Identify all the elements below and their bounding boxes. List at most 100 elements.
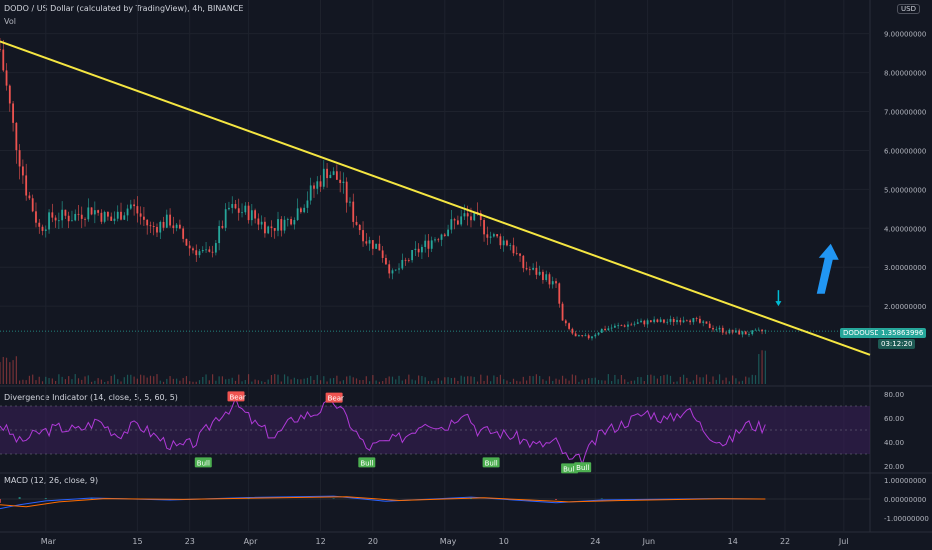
volume-bar	[372, 375, 374, 384]
volume-bar	[758, 354, 760, 384]
volume-bar	[643, 381, 645, 384]
volume-bar	[355, 378, 358, 384]
volume-bar	[19, 380, 21, 384]
volume-bar	[408, 374, 410, 384]
candle	[371, 240, 374, 249]
volume-bar	[548, 376, 551, 384]
candle	[74, 213, 77, 221]
volume-bar	[9, 362, 11, 384]
candle	[381, 250, 384, 258]
y-tick-label: 7.00000000	[884, 109, 926, 117]
divergence-label: Bear	[229, 393, 245, 401]
volume-bar	[349, 375, 351, 384]
y-tick-label: 5.00000000	[884, 186, 926, 194]
candle	[744, 331, 747, 335]
volume-bar	[303, 378, 305, 384]
x-tick-label: 12	[316, 537, 326, 546]
volume-bar	[682, 374, 685, 384]
candle	[535, 267, 538, 275]
candle	[738, 330, 741, 335]
candle	[682, 320, 685, 323]
candle	[293, 220, 296, 225]
candle	[113, 218, 116, 221]
candle	[313, 185, 315, 189]
volume-bar	[293, 377, 295, 384]
y-tick-label: 2.00000000	[884, 303, 926, 311]
x-tick-label: 14	[728, 537, 738, 546]
volume-bar	[264, 381, 266, 384]
divergence-label: Bull	[197, 459, 210, 467]
volume-bar	[166, 378, 168, 384]
volume-bar	[365, 376, 367, 384]
x-tick-label: Apr	[244, 537, 259, 546]
y-tick-label: 4.00000000	[884, 225, 926, 233]
candle	[146, 219, 149, 226]
volume-bar	[231, 377, 233, 384]
volume-bar	[454, 377, 456, 384]
volume-bar	[306, 377, 309, 384]
volume-bar	[509, 381, 511, 384]
volume-bar	[159, 380, 161, 384]
volume-bar	[336, 375, 338, 384]
volume-bar	[565, 378, 567, 384]
volume-bar	[535, 374, 537, 384]
countdown-badge: 03:12:20	[878, 339, 916, 349]
divergence-label: Bull	[576, 464, 589, 472]
volume-bar	[149, 375, 152, 384]
candle	[303, 207, 306, 213]
volume-bar	[503, 379, 505, 384]
candle	[555, 281, 557, 284]
candle	[44, 229, 47, 231]
candle	[430, 240, 433, 249]
volume-bar	[319, 380, 322, 384]
volume-bar	[215, 380, 217, 384]
candle	[165, 214, 168, 228]
candle	[705, 321, 708, 324]
volume-bar	[208, 380, 210, 384]
candle	[375, 243, 378, 249]
volume-bar	[195, 381, 197, 384]
candle	[663, 319, 665, 323]
volume-bar	[94, 380, 96, 384]
volume-bar	[51, 378, 53, 384]
volume-bar	[55, 380, 57, 384]
volume-bar	[735, 378, 737, 384]
candle	[489, 236, 492, 238]
candle	[715, 329, 718, 331]
candle	[61, 209, 64, 221]
candle	[548, 274, 551, 285]
candle	[584, 335, 587, 337]
candle	[198, 251, 201, 256]
candle	[185, 238, 188, 246]
candle	[391, 270, 394, 274]
volume-bar	[418, 375, 420, 384]
candle	[123, 215, 126, 220]
volume-bar	[663, 375, 665, 384]
volume-bar	[38, 376, 40, 384]
macd-histogram-bar	[332, 498, 335, 499]
volume-bar	[679, 376, 681, 384]
y-tick-label: -1.00000000	[884, 515, 929, 523]
divergence-label: Bull	[360, 459, 373, 467]
volume-bar	[104, 381, 106, 384]
currency-button[interactable]: USD	[897, 4, 920, 14]
volume-bar	[100, 379, 102, 384]
volume-bar	[211, 374, 214, 384]
volume-bar	[516, 380, 518, 384]
candle	[453, 219, 456, 221]
volume-bar	[205, 374, 207, 384]
candle	[67, 215, 70, 222]
volume-bar	[728, 381, 730, 384]
volume-bar	[385, 378, 387, 384]
volume-bar	[172, 378, 174, 384]
volume-bar	[107, 381, 109, 384]
volume-bar	[676, 381, 678, 384]
divergence-label-box	[194, 457, 212, 468]
volume-bar	[110, 375, 112, 384]
volume-bar	[283, 374, 286, 384]
volume-bar	[375, 380, 377, 384]
candle	[456, 220, 459, 225]
candle	[352, 201, 355, 222]
candle	[519, 253, 521, 256]
